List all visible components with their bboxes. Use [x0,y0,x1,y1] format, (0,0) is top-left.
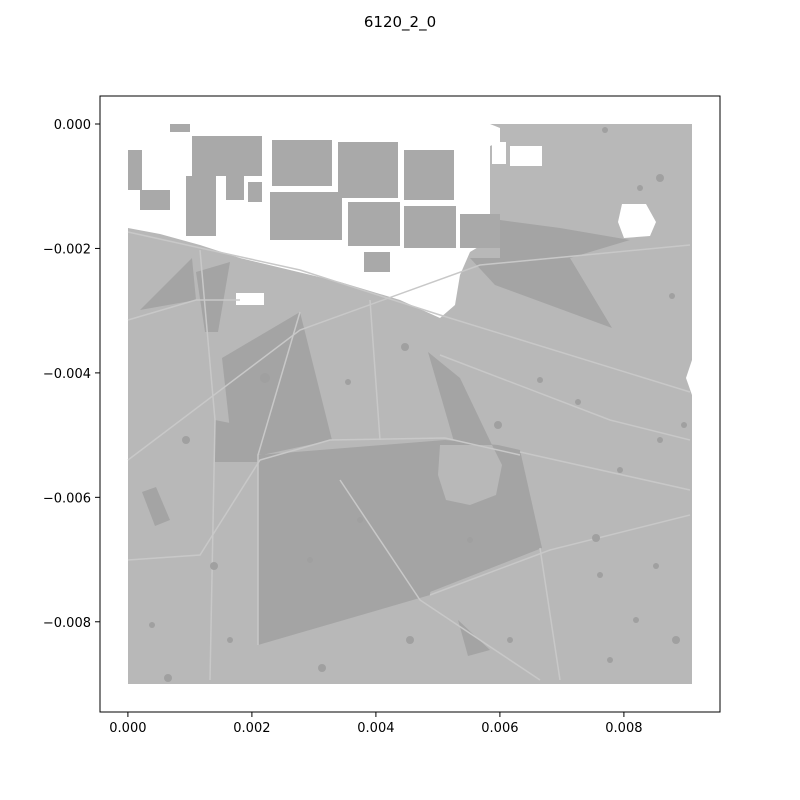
tree-spot [227,637,233,643]
building-block [192,136,262,176]
y-tick-label: −0.002 [43,242,91,257]
urban-open-area [236,293,264,305]
road [127,231,691,393]
road [429,514,691,596]
tree-spot [592,534,600,542]
tree-spot [602,127,608,133]
tree-spot [260,373,270,383]
tree-spot [345,379,351,385]
tree-spot [681,422,687,428]
tree-spot [318,664,326,672]
tree-spot [633,617,639,623]
tree-spot [653,563,659,569]
tree-spot [637,185,643,191]
tree-spot [307,557,313,563]
x-tick-label: 0.004 [357,721,394,736]
building-block [248,182,262,202]
vegetation-parcel [142,487,170,526]
road [439,354,691,441]
tree-spot [669,293,675,299]
urban-open-area [618,204,656,238]
x-axis: 0.000 0.002 0.004 0.006 0.008 [109,712,643,736]
building-block [460,214,500,248]
road [199,249,216,681]
tree-spot [467,537,473,543]
building-block [404,150,454,200]
building-block [272,140,332,186]
tree-spot [657,437,663,443]
urban-open-area [686,360,692,395]
urban-open-area [490,124,500,146]
vegetation-parcel [500,220,630,262]
tree-spot [357,517,363,523]
road [127,437,521,561]
building-block [348,202,400,246]
vegetation-parcel [458,620,490,656]
urban-open-area [510,146,542,166]
y-tick-label: 0.000 [54,118,91,133]
tree-spot [656,174,664,182]
vegetation-parcel [428,352,492,445]
y-tick-label: −0.006 [43,491,91,506]
road [369,299,381,441]
y-tick-label: −0.004 [43,367,91,382]
building-block [128,150,142,190]
vegetation-parcel [470,258,612,328]
building-block [186,176,216,236]
road [257,311,301,645]
urban-open-area [492,142,506,164]
building-blocks [128,124,500,272]
tree-spot [607,657,613,663]
vegetation-parcel [196,262,230,332]
y-tick-label: −0.008 [43,616,91,631]
tree-spot [597,572,603,578]
tree-spot [164,674,172,682]
tree-spot [617,467,623,473]
building-block [364,252,390,272]
y-axis: 0.000 −0.002 −0.004 −0.006 −0.008 [43,118,100,631]
road [519,451,691,491]
x-tick-label: 0.006 [481,721,518,736]
tree-spot [494,421,502,429]
x-tick-label: 0.000 [109,721,146,736]
x-tick-label: 0.002 [233,721,270,736]
tree-spot [182,436,190,444]
tree-spot [672,636,680,644]
figure-title: 6120_2_0 [363,13,437,31]
road [127,244,691,461]
building-block [270,192,342,240]
building-block [338,142,398,198]
vegetation-parcel [215,420,258,462]
scattered-features [149,127,687,682]
road [127,299,240,321]
road [339,479,541,681]
building-block [140,190,170,210]
path-network [127,231,691,681]
open-grass-patch [438,445,502,505]
building-block [404,206,456,248]
vegetation-parcel [258,440,445,645]
building-block [226,176,244,200]
tree-spot [401,343,409,351]
tree-spot [575,399,581,405]
road [539,547,561,681]
vegetation-parcel [140,258,196,310]
tree-spot [537,377,543,383]
tree-spot [507,637,513,643]
building-block [170,124,190,132]
tree-spot [210,562,218,570]
tree-spot [406,636,414,644]
x-tick-label: 0.008 [605,721,642,736]
vegetation-parcel [222,312,332,455]
tree-spot [149,622,155,628]
